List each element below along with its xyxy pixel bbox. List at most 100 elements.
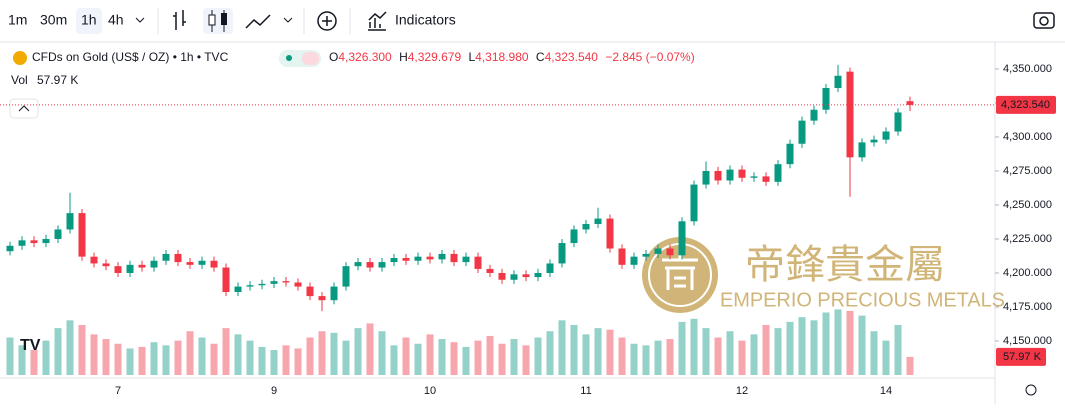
volume-bar bbox=[390, 345, 398, 375]
dropdown-icon[interactable] bbox=[283, 17, 293, 23]
candle-body bbox=[450, 253, 458, 263]
volume-bar bbox=[66, 320, 74, 375]
symbol-title: CFDs on Gold (US$ / OZ) • 1h • TVC bbox=[32, 50, 229, 64]
x-tick-label: 7 bbox=[115, 385, 121, 397]
indicators-button[interactable]: Indicators bbox=[395, 12, 456, 28]
y-tick-label: 4,175.000 bbox=[1003, 301, 1052, 313]
candle-body bbox=[150, 260, 158, 268]
volume-bar bbox=[726, 331, 734, 375]
candle-body bbox=[762, 176, 770, 182]
candle-body bbox=[174, 253, 182, 263]
active-chart-type-bg bbox=[203, 8, 233, 34]
volume-bar bbox=[678, 321, 686, 375]
volume-bar bbox=[630, 343, 638, 375]
watermark-chinese: 帝鋒貴金屬 bbox=[745, 242, 945, 288]
volume-bar bbox=[366, 323, 374, 375]
y-tick-label: 4,275.000 bbox=[1003, 165, 1052, 177]
volume-bar bbox=[450, 342, 458, 375]
candle-body bbox=[462, 256, 470, 263]
candle-body bbox=[318, 296, 326, 301]
volume-bar bbox=[822, 312, 830, 375]
candle-body bbox=[210, 260, 218, 268]
candle-body bbox=[42, 238, 50, 244]
dropdown-icon[interactable] bbox=[135, 17, 145, 23]
candle-body bbox=[558, 243, 566, 264]
candle-body bbox=[786, 143, 794, 165]
volume-bar bbox=[846, 310, 854, 375]
x-tick-label: 10 bbox=[424, 385, 436, 397]
volume-bar bbox=[162, 345, 170, 375]
candle-body bbox=[438, 253, 446, 260]
candle-body bbox=[270, 281, 278, 284]
settings-icon[interactable] bbox=[1025, 384, 1037, 396]
x-tick-label: 14 bbox=[880, 385, 892, 397]
volume-bar bbox=[582, 334, 590, 375]
volume-bar bbox=[270, 350, 278, 375]
candle-body bbox=[870, 139, 878, 143]
indicators-icon[interactable] bbox=[368, 11, 387, 31]
candle-body bbox=[402, 258, 410, 261]
candle-body bbox=[678, 221, 686, 256]
logo bbox=[642, 237, 718, 313]
volume-bar bbox=[570, 325, 578, 375]
candle-body bbox=[906, 101, 914, 105]
x-tick-label: 11 bbox=[580, 385, 591, 397]
volume-bar bbox=[258, 346, 266, 375]
last-price-badge bbox=[996, 95, 1056, 114]
candle-body bbox=[546, 263, 554, 273]
volume-bar bbox=[102, 339, 110, 375]
interval-button[interactable]: 4h bbox=[108, 12, 124, 28]
volume-bar bbox=[714, 337, 722, 375]
candle-body bbox=[258, 283, 266, 286]
label: C bbox=[536, 50, 545, 64]
volume-bar bbox=[318, 331, 326, 375]
label: O bbox=[329, 50, 338, 64]
volume-bar bbox=[174, 340, 182, 375]
volume-bar bbox=[666, 339, 674, 375]
collapse-button[interactable] bbox=[9, 98, 39, 119]
bars-icon[interactable] bbox=[173, 10, 186, 30]
candle-body bbox=[822, 87, 830, 110]
interval-button[interactable]: 1h bbox=[81, 12, 97, 28]
candles bbox=[6, 64, 914, 312]
candle-body bbox=[654, 248, 662, 254]
volume-bar bbox=[246, 340, 254, 375]
volume-bar bbox=[414, 343, 422, 375]
candle-body bbox=[342, 266, 350, 287]
compare-icon[interactable] bbox=[317, 11, 337, 31]
candle-body bbox=[390, 258, 398, 263]
candle-body bbox=[198, 260, 206, 265]
y-tick-label: 4,350.000 bbox=[1003, 63, 1052, 75]
candle-body bbox=[630, 256, 638, 265]
candle-body bbox=[414, 256, 422, 261]
volume-bar bbox=[906, 356, 914, 375]
volume-bar bbox=[522, 345, 530, 375]
interval-button[interactable]: 30m bbox=[40, 12, 67, 28]
volume-bar bbox=[114, 343, 122, 375]
candle-body bbox=[30, 240, 38, 244]
candle-body bbox=[366, 262, 374, 268]
interval-button[interactable]: 1m bbox=[8, 12, 27, 28]
candle-body bbox=[78, 213, 86, 257]
volume-bar bbox=[702, 328, 710, 375]
volume-label: Vol bbox=[11, 73, 28, 87]
volume-bar bbox=[882, 340, 890, 375]
volume-bar bbox=[294, 348, 302, 375]
snapshot-icon[interactable] bbox=[1033, 12, 1055, 29]
volume-bar bbox=[462, 346, 470, 375]
volume-bar bbox=[606, 329, 614, 375]
candle-body bbox=[606, 218, 614, 249]
volume-bar bbox=[126, 348, 134, 375]
candle-body bbox=[234, 286, 242, 293]
candle-body bbox=[246, 285, 254, 287]
volume-bar bbox=[894, 325, 902, 375]
volume-bar bbox=[534, 337, 542, 375]
volume-bar bbox=[234, 334, 242, 375]
volume-bar bbox=[618, 337, 626, 375]
area-icon[interactable] bbox=[245, 14, 271, 29]
volume-bar bbox=[858, 315, 866, 375]
volume-bar bbox=[330, 332, 338, 375]
volume-bar bbox=[54, 328, 62, 375]
volume-bar bbox=[402, 337, 410, 375]
